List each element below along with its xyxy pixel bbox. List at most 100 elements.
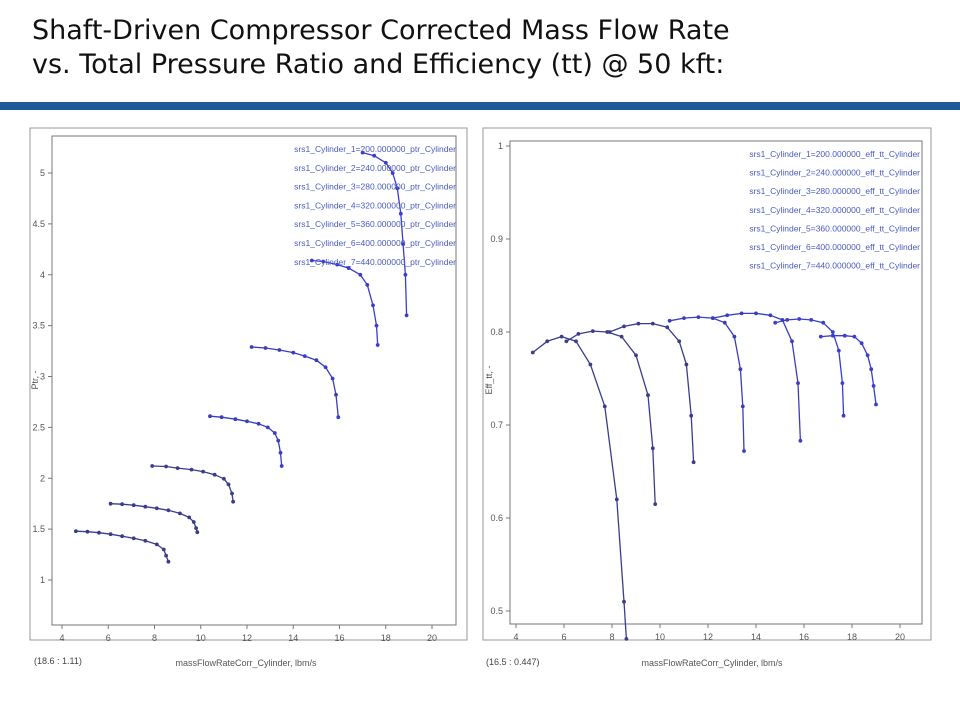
data-point [222,476,226,481]
data-point [841,413,846,418]
data-point [360,150,365,155]
y-tick-label: 0.7 [490,420,503,430]
data-point [607,330,612,334]
data-point [166,508,171,513]
y-tick-label: 1 [498,141,503,151]
slide-title-line-2: vs. Total Pressure Ratio and Efficiency … [32,49,725,80]
x-tick-label: 8 [609,632,614,642]
y-tick-label: 0.5 [490,606,503,616]
data-point [309,258,314,263]
data-point [131,503,136,508]
data-point [365,283,370,287]
data-point [821,320,826,325]
data-point [809,318,814,322]
data-point [143,538,148,543]
data-point [335,262,340,267]
data-point [314,358,319,363]
series-1 [530,334,629,641]
data-point [665,325,670,330]
legend-entry: srs1_Cylinder_2=240.000000_ptr_Cylinder [294,163,456,173]
series-line [209,415,283,467]
data-point [187,515,192,520]
data-point [684,362,689,367]
data-point [710,316,715,320]
data-point [622,324,626,329]
y-tick-label: 1.5 [32,524,45,534]
slide-title: Shaft-Driven Compressor Corrected Mass F… [32,14,730,82]
y-axis-title: Eff_tt, - [484,366,494,395]
data-point [321,259,326,264]
plot-area-border [509,140,923,625]
legend-entry: srs1_Cylinder_1=200.000000_ptr_Cylinder [294,144,456,154]
data-point [334,392,338,397]
data-point [650,321,655,326]
data-point [164,553,169,558]
data-point [265,425,270,430]
data-point [797,317,802,321]
data-point [691,460,696,465]
data-point [871,384,876,388]
data-point [154,506,159,511]
cursor-readout: (18.6 : 1.11) [34,656,82,666]
slide-title-line-1: Shaft-Driven Compressor Corrected Mass F… [32,15,730,46]
data-point [859,341,864,346]
data-point [869,367,874,372]
data-point [842,333,847,338]
data-point [330,376,335,381]
data-point [614,497,619,502]
x-tick-label: 10 [655,632,665,642]
data-point [208,414,212,419]
data-point [682,316,686,320]
data-point [302,354,307,358]
data-point [602,404,607,409]
legend-entry: srs1_Cylinder_3=280.000000_ptr_Cylinder [294,182,456,192]
y-tick-label: 2 [40,473,45,483]
data-point [249,345,254,349]
y-tick-label: 2.5 [32,422,45,432]
data-point [403,272,408,277]
series-1 [74,529,171,564]
series-4 [208,414,284,468]
x-tick-label: 18 [381,633,391,643]
data-point [178,511,182,516]
pressure-ratio-chart: 4 6 8 10 12 14 16 18 20 1 1.5 2 2.5 3 3.5 4 4.5 5 massFlow… [29,127,468,668]
data-point [646,393,650,398]
data-point [404,313,409,318]
data-point [768,313,773,318]
data-point [383,160,388,165]
data-point [588,362,593,367]
data-point [742,449,746,453]
series-7 [818,333,878,407]
series-2 [108,501,200,535]
legend-entry: srs1_Cylinder_1=200.000000_eff_tt_Cylind… [749,149,920,159]
data-point [108,532,113,537]
data-point [323,365,328,370]
series-5 [249,345,341,420]
data-point [398,211,403,216]
data-point [818,334,823,339]
series-7 [360,150,409,318]
data-point [619,334,624,339]
legend-entry: srs1_Cylinder_4=320.000000_eff_tt_Cylind… [749,205,920,215]
x-axis-title: massFlowRateCorr_Cylinder, lbm/s [175,658,317,668]
data-point [375,343,380,347]
y-tick-label: 0.6 [490,513,503,523]
y-tick-label: 0.9 [490,234,503,244]
data-point [739,311,744,316]
series-4 [667,315,746,453]
data-point [201,469,206,474]
data-point [277,348,282,352]
data-point [231,499,236,504]
data-point [653,502,658,506]
data-point [401,242,405,247]
data-point [85,529,90,534]
data-point [194,526,199,530]
data-point [97,530,101,535]
data-point [590,329,595,333]
data-point [164,464,169,469]
x-tick-label: 20 [895,632,905,642]
series-5 [710,311,803,443]
legend-entry: srs1_Cylinder_3=280.000000_eff_tt_Cylind… [749,186,920,196]
data-point [732,334,737,339]
